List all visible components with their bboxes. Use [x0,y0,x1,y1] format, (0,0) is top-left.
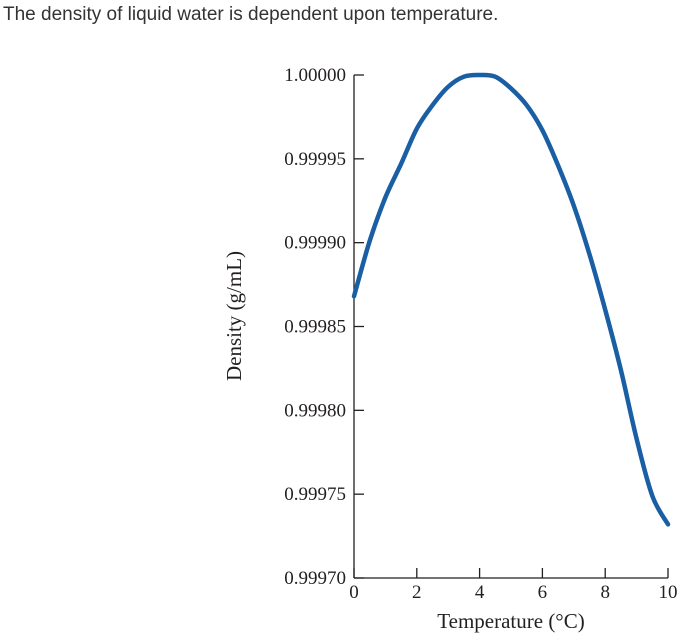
y-tick-label: 0.99970 [284,568,346,589]
x-tick-label: 10 [659,582,678,603]
y-tick-label: 0.99975 [284,484,346,505]
x-axis: 0 2 4 6 8 10 [349,568,678,603]
question-intro-text: The density of liquid water is dependent… [3,4,499,25]
y-tick-label: 0.99995 [284,149,346,170]
x-tick-label: 4 [475,582,485,603]
y-tick-label: 0.99985 [284,317,346,338]
x-axis-label: Temperature (°C) [437,609,584,633]
y-tick-label: 0.99980 [284,400,346,421]
y-axis: 0.99970 0.99975 0.99980 0.99985 0.99990 0.999… [284,65,364,589]
y-tick-label: 0.99990 [284,233,346,254]
y-axis-label: Density (g/mL) [222,251,246,381]
x-tick-label: 0 [349,582,359,603]
x-tick-label: 6 [538,582,548,603]
density-curve-line [351,72,671,527]
y-tick-label: 1.00000 [284,65,346,86]
x-tick-label: 2 [412,582,422,603]
x-tick-label: 8 [600,582,610,603]
